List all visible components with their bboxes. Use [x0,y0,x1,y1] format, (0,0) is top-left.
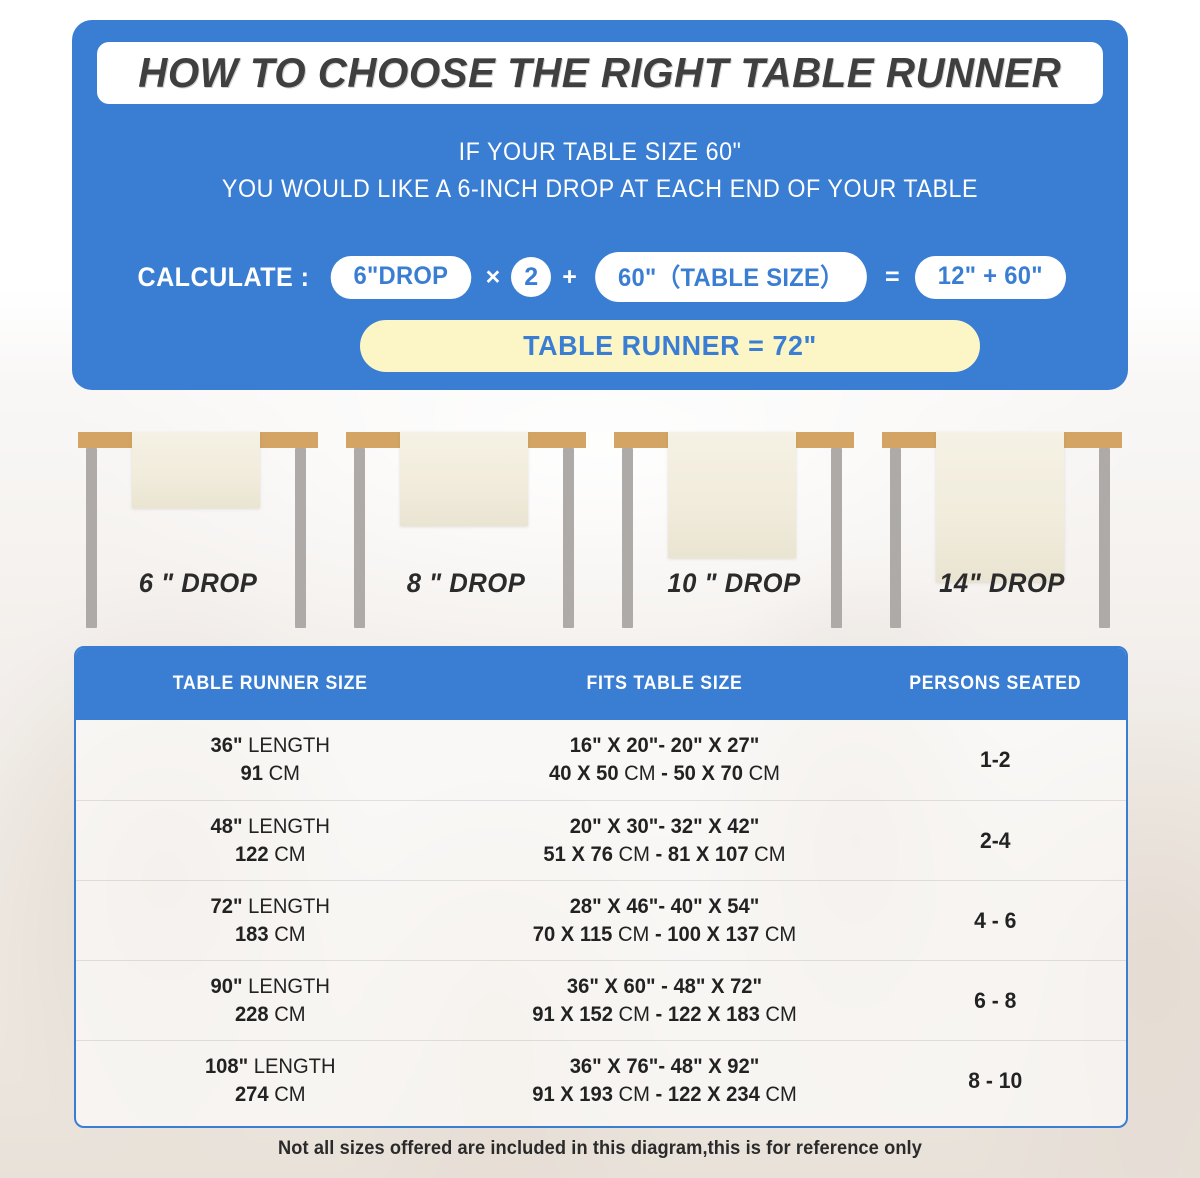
table-row: 48" LENGTH 122 CM 20" X 30"- 32" X 42" 5… [76,800,1126,880]
drop-value-pill: 6"DROP [330,255,471,299]
cell-runner-size: 108" LENGTH 274 CM [204,1054,336,1106]
calculation-row: CALCULATE : 6"DROP × 2 + 60"（TABLE SIZE）… [72,252,1128,302]
table-leg-right-icon [831,448,842,628]
cell-persons-seated: 6 - 8 [973,987,1016,1013]
table-leg-left-icon [890,448,901,628]
page-title: HOW TO CHOOSE THE RIGHT TABLE RUNNER [138,49,1062,96]
drop-illustration-0: 6 " DROP [72,418,324,628]
table-leg-left-icon [622,448,633,628]
table-row: 72" LENGTH 183 CM 28" X 46"- 40" X 54" 7… [76,880,1126,960]
drop-illustration-2: 10 " DROP [608,418,860,628]
multiplier-pill: 2 [511,257,552,297]
cell-persons-seated: 2-4 [979,827,1011,853]
size-table: TABLE RUNNER SIZE FITS TABLE SIZE PERSON… [74,646,1128,1128]
table-runner-icon [936,432,1064,582]
table-size-pill: 60"（TABLE SIZE） [594,252,867,302]
equals-symbol: = [885,262,900,291]
table-leg-left-icon [354,448,365,628]
drop-label: 8 " DROP [406,568,526,598]
drop-label: 14" DROP [939,568,1065,598]
cell-fits-table-size: 36" X 60" - 48" X 72" 91 X 152 CM - 122 … [531,974,797,1026]
table-leg-left-icon [86,448,97,628]
drop-label: 10 " DROP [667,568,801,598]
table-runner-icon [668,432,796,558]
multiply-symbol: × [485,262,501,291]
cell-persons-seated: 1-2 [979,747,1011,772]
table-header-cell-runner-size: TABLE RUNNER SIZE [172,673,368,694]
subtitle-line-1: IF YOUR TABLE SIZE 60" [458,138,742,166]
sum-pill: 12" + 60" [914,255,1066,299]
cell-runner-size: 90" LENGTH 228 CM [210,974,330,1026]
table-row: 36" LENGTH 91 CM 16" X 20"- 20" X 27" 40… [76,720,1126,800]
table-row: 90" LENGTH 228 CM 36" X 60" - 48" X 72" … [76,960,1126,1040]
table-runner-icon [132,432,260,508]
table-header-row: TABLE RUNNER SIZE FITS TABLE SIZE PERSON… [76,648,1126,720]
table-leg-right-icon [563,448,574,628]
table-row: 108" LENGTH 274 CM 36" X 76"- 48" X 92" … [76,1040,1126,1120]
table-body: 36" LENGTH 91 CM 16" X 20"- 20" X 27" 40… [76,720,1126,1120]
table-leg-right-icon [295,448,306,628]
cell-runner-size: 72" LENGTH 183 CM [210,894,330,946]
drop-illustration-3: 14" DROP [876,418,1128,628]
cell-fits-table-size: 36" X 76"- 48" X 92" 91 X 193 CM - 122 X… [531,1054,797,1106]
cell-fits-table-size: 16" X 20"- 20" X 27" 40 X 50 CM - 50 X 7… [548,734,780,785]
result-text: TABLE RUNNER = 72" [523,330,817,361]
drop-illustration-1: 8 " DROP [340,418,592,628]
cell-fits-table-size: 20" X 30"- 32" X 42" 51 X 76 CM - 81 X 1… [542,814,786,866]
hero-panel: HOW TO CHOOSE THE RIGHT TABLE RUNNER IF … [72,20,1128,390]
cell-fits-table-size: 28" X 46"- 40" X 54" 70 X 115 CM - 100 X… [532,894,796,946]
footnote: Not all sizes offered are included in th… [278,1138,922,1159]
cell-runner-size: 36" LENGTH 91 CM [210,734,330,785]
drop-illustrations: 6 " DROP 8 " DROP 10 " DROP 14" DROP [72,418,1128,628]
cell-persons-seated: 4 - 6 [973,907,1016,933]
subtitle-line-2: YOU WOULD LIKE A 6-INCH DROP AT EACH END… [221,175,979,203]
table-header-cell-fits-table-size: FITS TABLE SIZE [585,673,743,694]
table-runner-icon [400,432,528,526]
plus-symbol: + [562,262,577,291]
table-header-cell-persons-seated: PERSONS SEATED [908,673,1081,694]
cell-runner-size: 48" LENGTH 122 CM [210,814,330,866]
calculate-label: CALCULATE : [137,261,310,292]
result-pill: TABLE RUNNER = 72" [360,320,980,372]
title-plate: HOW TO CHOOSE THE RIGHT TABLE RUNNER [97,42,1103,104]
drop-label: 6 " DROP [138,568,258,598]
cell-persons-seated: 8 - 10 [967,1067,1022,1093]
table-leg-right-icon [1099,448,1110,628]
